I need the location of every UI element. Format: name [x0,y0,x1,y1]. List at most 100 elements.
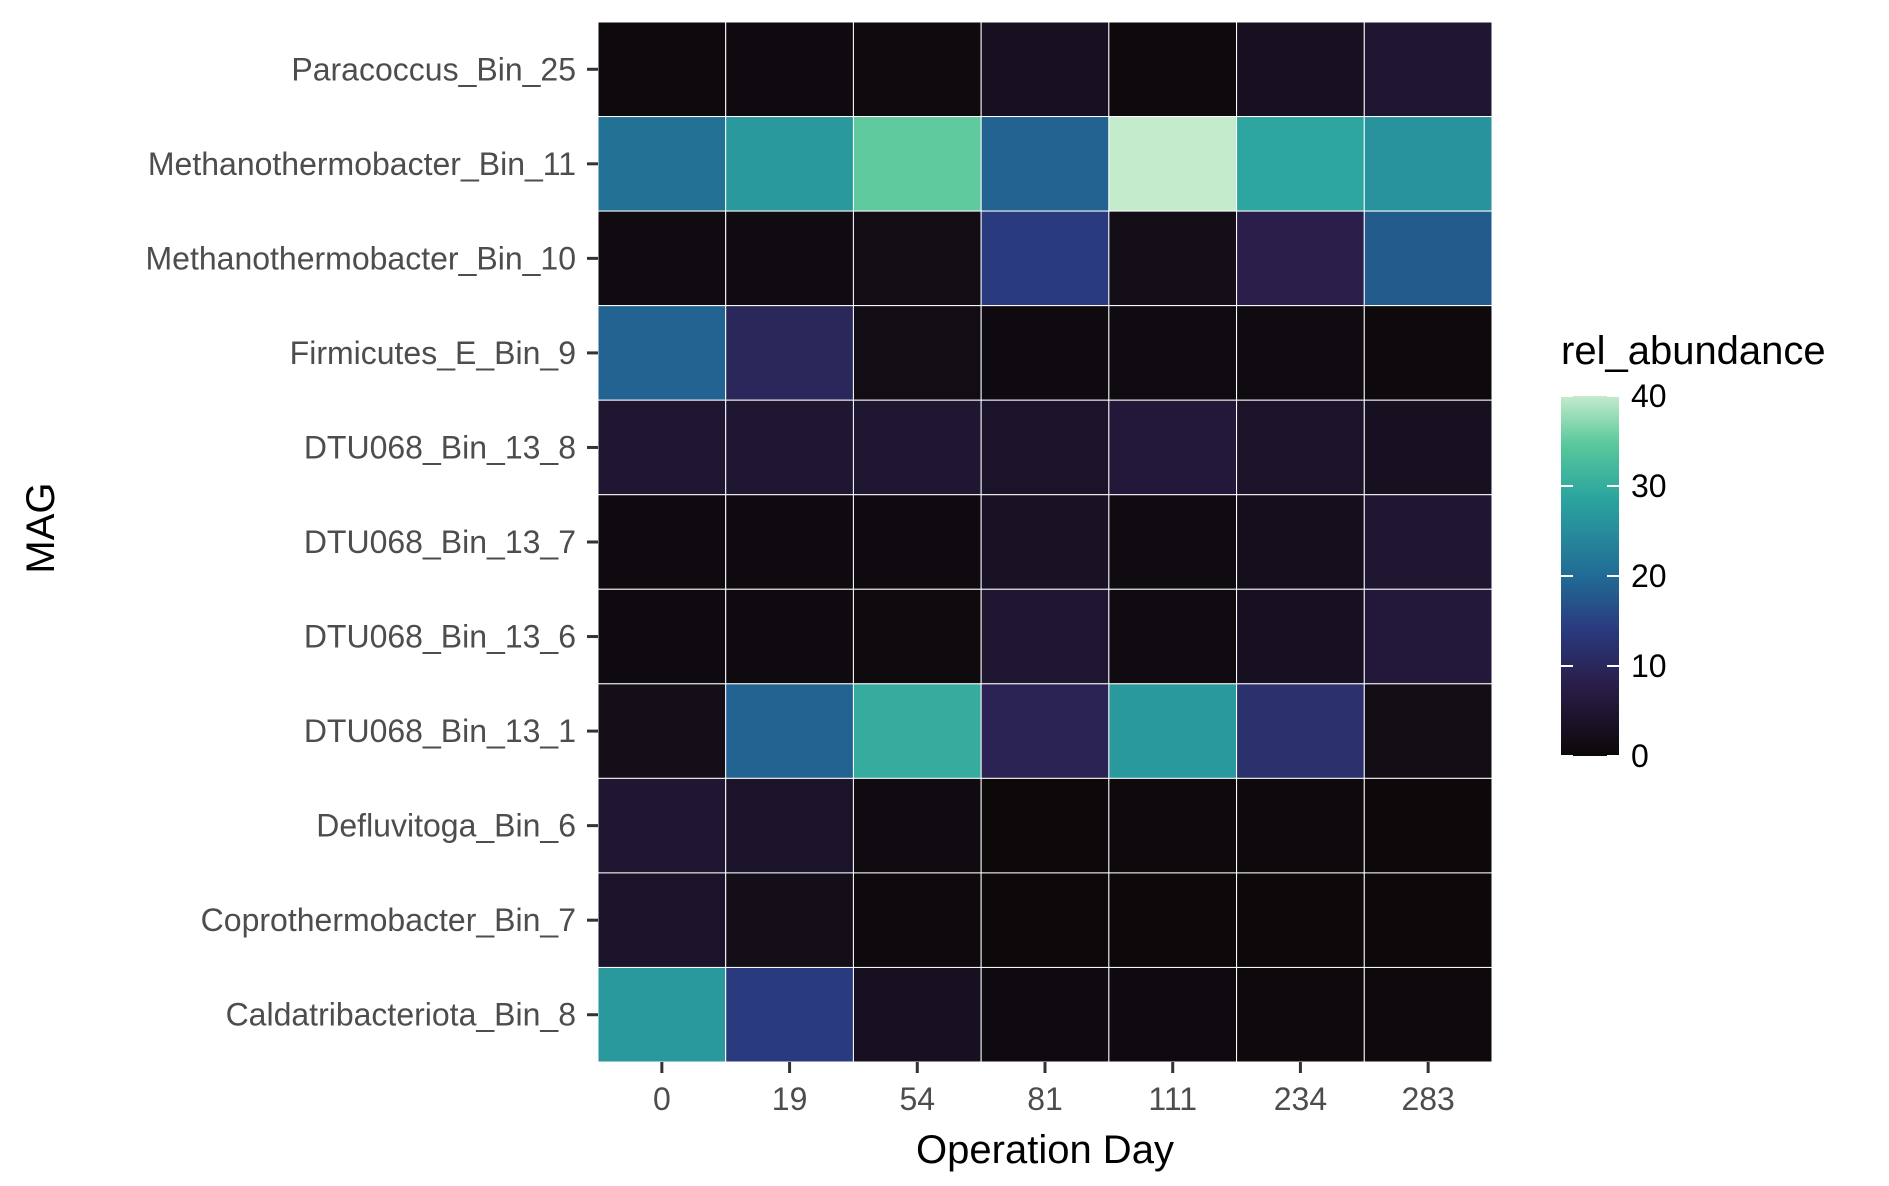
heatmap-cell [1363,683,1493,779]
y-tick-label: Methanothermobacter_Bin_11 [148,146,576,182]
heatmap-cell [1108,21,1238,118]
heatmap-cell [725,683,854,779]
colorbar-title: rel_abundance [1561,329,1826,373]
heatmap-cell [1108,399,1238,496]
heatmap-cell [597,588,727,685]
heatmap-cell [852,21,982,118]
heatmap-cell [597,872,727,968]
colorbar-tick-label: 10 [1631,648,1667,684]
heatmap-cell [1363,777,1493,874]
x-tick-label: 0 [653,1081,671,1117]
heatmap-cell [1108,305,1238,401]
heatmap-cell [980,399,1110,496]
heatmap-cell [597,966,727,1063]
heatmap-cell [597,21,727,118]
colorbar-legend: rel_abundance 0 10 20 30 40 [1561,329,1826,774]
heatmap-cell [1108,966,1238,1063]
heatmap-cell [1236,116,1365,212]
heatmap-cell [1236,872,1365,968]
x-tick-label: 234 [1274,1081,1327,1117]
colorbar-ticks: 0 10 20 30 40 [1561,378,1667,774]
heatmap-cell [597,494,727,590]
heatmap-cell [1108,588,1238,685]
heatmap-cell [852,399,982,496]
heatmap-cell [725,494,854,590]
heatmap-cell [980,116,1110,212]
y-tick-label: Defluvitoga_Bin_6 [316,808,576,844]
heatmap-cell [852,305,982,401]
x-axis-title: Operation Day [916,1128,1174,1172]
heatmap-cell [1363,966,1493,1063]
heatmap-cell [1236,966,1365,1063]
x-tick-label: 19 [772,1081,808,1117]
heatmap-cell [980,966,1110,1063]
heatmap-cell [852,588,982,685]
heatmap-cell [852,683,982,779]
colorbar-tick-label: 0 [1631,738,1649,774]
colorbar-tick-label: 30 [1631,468,1667,504]
heatmap-cell [1236,777,1365,874]
heatmap-cell [980,872,1110,968]
heatmap-cell [597,683,727,779]
heatmap-cell [1363,305,1493,401]
heatmap-cell [597,116,727,212]
y-tick-label: Caldatribacteriota_Bin_8 [226,997,576,1033]
heatmap-cell [980,21,1110,118]
heatmap-cell [1363,494,1493,590]
heatmap-cell [1108,872,1238,968]
heatmap-cell [980,494,1110,590]
y-axis-title: MAG [19,482,63,573]
heatmap-cell [725,966,854,1063]
y-tick-label: Firmicutes_E_Bin_9 [290,335,576,371]
heatmap-cell [1363,21,1493,118]
heatmap-cell [1236,21,1365,118]
colorbar-tick-label: 40 [1631,378,1667,414]
y-tick-label: DTU068_Bin_13_8 [304,429,576,465]
heatmap-cell [725,210,854,307]
x-tick-label: 111 [1148,1081,1197,1117]
heatmap-cell [1108,494,1238,590]
heatmap-cell [1363,399,1493,496]
heatmap-cell [1108,683,1238,779]
x-tick-label: 81 [1027,1081,1063,1117]
heatmap-cell [1236,683,1365,779]
heatmap-cell [980,305,1110,401]
heatmap-cell [852,966,982,1063]
heatmap-cell [725,588,854,685]
heatmap-cell [1363,210,1493,307]
colorbar-tick-label: 20 [1631,558,1667,594]
y-tick-label: Methanothermobacter_Bin_10 [146,240,577,276]
heatmap-cell [725,777,854,874]
y-tick-label: DTU068_Bin_13_1 [304,713,576,749]
heatmap-cell [725,305,854,401]
y-tick-label: Paracoccus_Bin_25 [291,51,576,87]
heatmap-cell [852,872,982,968]
heatmap-cell [1363,588,1493,685]
heatmap-cell [852,777,982,874]
y-axis-tick-labels: Paracoccus_Bin_25 Methanothermobacter_Bin… [146,51,598,1033]
heatmap-cells [597,21,1493,1063]
heatmap-cell [980,777,1110,874]
heatmap-cell [980,210,1110,307]
heatmap-cell [597,399,727,496]
heatmap-cell [1108,210,1238,307]
heatmap-cell [852,210,982,307]
heatmap-cell [1363,116,1493,212]
x-axis-tick-labels: 0 19 54 81 111 234 283 [653,1062,1455,1117]
heatmap-cell [1236,494,1365,590]
heatmap-cell [1363,872,1493,968]
y-tick-label: Coprothermobacter_Bin_7 [201,902,576,938]
heatmap-cell [597,305,727,401]
y-tick-label: DTU068_Bin_13_6 [304,619,576,655]
heatmap-cell [1108,777,1238,874]
heatmap-cell [725,872,854,968]
heatmap-cell [852,116,982,212]
y-tick-label: DTU068_Bin_13_7 [304,524,576,560]
heatmap-cell [597,777,727,874]
heatmap-cell [980,588,1110,685]
heatmap-cell [1236,399,1365,496]
heatmap-cell [725,21,854,118]
heatmap-cell [1108,116,1238,212]
